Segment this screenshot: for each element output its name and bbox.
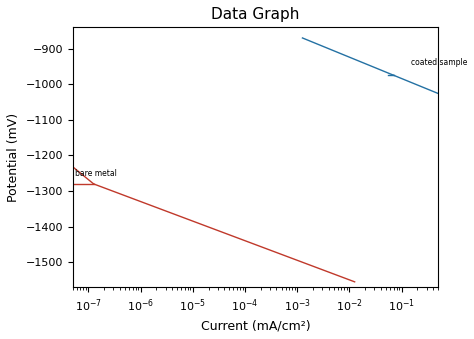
- Text: coated sample: coated sample: [411, 58, 467, 67]
- Title: Data Graph: Data Graph: [211, 7, 300, 22]
- Text: bare metal: bare metal: [75, 168, 117, 178]
- X-axis label: Current (mA/cm²): Current (mA/cm²): [201, 319, 310, 332]
- Y-axis label: Potential (mV): Potential (mV): [7, 113, 20, 202]
